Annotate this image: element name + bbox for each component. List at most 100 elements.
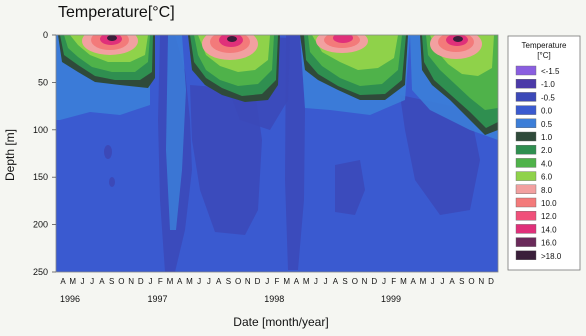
plot-area	[56, 35, 498, 272]
warm-core-1996	[107, 35, 117, 41]
y-tick-label: 50	[38, 77, 48, 87]
x-month-label: S	[226, 277, 231, 286]
legend-swatch	[515, 118, 537, 129]
legend-swatch	[515, 158, 537, 168]
legend-label: 10.0	[541, 199, 557, 208]
x-month-label: D	[255, 277, 261, 286]
x-month-label: A	[60, 277, 66, 286]
legend-label: 2.0	[541, 146, 553, 155]
plot-frame	[55, 34, 499, 273]
legend-swatch	[515, 131, 537, 142]
y-tick-label: 0	[43, 30, 48, 40]
legend-swatch	[515, 197, 537, 208]
warm-core-1998	[333, 35, 353, 43]
legend-label: 12.0	[541, 212, 557, 221]
x-month-label: O	[352, 277, 358, 286]
legend-swatch	[515, 250, 537, 261]
chart-title: Temperature[°C]	[58, 4, 175, 21]
legend-swatch	[515, 65, 537, 76]
x-month-label: A	[449, 277, 455, 286]
legend: Temperature [°C] <-1.5 -1.0 -0.5 0.0 0.5 1.0 2…	[507, 35, 581, 271]
legend-label: 8.0	[541, 186, 553, 195]
x-year-label: 1999	[381, 294, 401, 304]
legend-label: 16.0	[541, 239, 557, 248]
y-axis: 0 50 100 150 200 250	[33, 30, 56, 277]
x-month-label: J	[314, 277, 318, 286]
x-axis-label: Date [month/year]	[233, 315, 328, 329]
x-month-label: J	[207, 277, 211, 286]
legend-label: 14.0	[541, 225, 557, 234]
legend-label: 0.5	[541, 120, 553, 129]
x-month-label: J	[431, 277, 435, 286]
x-axis-years: 1996 1997 1998 1999	[60, 294, 401, 304]
legend-label: -1.0	[541, 80, 555, 89]
legend-swatch	[515, 184, 537, 195]
legend-title: Temperature	[522, 41, 567, 50]
x-month-label: O	[468, 277, 474, 286]
x-month-label: S	[109, 277, 114, 286]
legend-label: -0.5	[541, 93, 555, 102]
x-month-label: N	[245, 277, 251, 286]
legend-swatch	[515, 105, 537, 115]
deep-cold-band	[190, 85, 262, 235]
legend-swatch	[515, 92, 537, 102]
legend-swatch	[515, 237, 537, 247]
x-month-label: J	[440, 277, 444, 286]
x-month-label: D	[138, 277, 144, 286]
legend-swatch	[515, 78, 537, 89]
x-month-label: M	[69, 277, 76, 286]
x-month-label: F	[391, 277, 396, 286]
legend-label: 0.0	[541, 107, 553, 116]
x-month-label: J	[197, 277, 201, 286]
x-month-label: M	[420, 277, 427, 286]
x-month-label: M	[303, 277, 310, 286]
x-month-label: A	[411, 277, 417, 286]
transition-zone	[166, 35, 186, 230]
x-year-label: 1997	[148, 294, 168, 304]
x-month-label: A	[99, 277, 105, 286]
x-month-label: M	[186, 277, 193, 286]
legend-label: 6.0	[541, 173, 553, 182]
legend-swatch	[515, 171, 537, 181]
legend-swatch	[515, 224, 537, 234]
legend-entries: <-1.5 -1.0 -0.5 0.0 0.5 1.0 2.0 4.0 6.0 8.0 10.0 12…	[515, 65, 562, 261]
legend-label: 4.0	[541, 159, 553, 168]
cold-patch	[104, 145, 112, 159]
x-month-label: O	[118, 277, 124, 286]
cold-patch	[109, 177, 115, 187]
x-month-label: S	[342, 277, 347, 286]
legend-label: <-1.5	[541, 67, 560, 76]
warm-core-1999	[453, 36, 463, 42]
deep-cold-band	[285, 35, 305, 270]
legend-title-unit: [°C]	[537, 51, 550, 60]
x-month-label: J	[265, 277, 269, 286]
legend-label: 1.0	[541, 133, 553, 142]
x-month-label: A	[216, 277, 222, 286]
x-month-label: M	[167, 277, 174, 286]
x-month-label: N	[128, 277, 134, 286]
x-month-label: O	[235, 277, 241, 286]
x-month-label: A	[177, 277, 183, 286]
x-month-label: F	[158, 277, 163, 286]
x-month-label: J	[80, 277, 84, 286]
x-month-label: F	[275, 277, 280, 286]
y-tick-label: 100	[33, 125, 48, 135]
y-axis-label: Depth [m]	[3, 129, 17, 181]
deep-cold-band	[335, 160, 365, 215]
x-month-label: J	[90, 277, 94, 286]
x-month-label: J	[382, 277, 386, 286]
x-month-label: S	[459, 277, 464, 286]
y-tick-label: 250	[33, 267, 48, 277]
x-year-label: 1998	[264, 294, 284, 304]
x-month-label: D	[371, 277, 377, 286]
x-month-label: M	[400, 277, 407, 286]
x-month-label: D	[488, 277, 494, 286]
x-month-label: A	[333, 277, 339, 286]
x-month-label: A	[294, 277, 300, 286]
x-month-label: N	[478, 277, 484, 286]
legend-swatch	[515, 144, 537, 155]
x-month-label: J	[149, 277, 153, 286]
y-tick-label: 200	[33, 220, 48, 230]
